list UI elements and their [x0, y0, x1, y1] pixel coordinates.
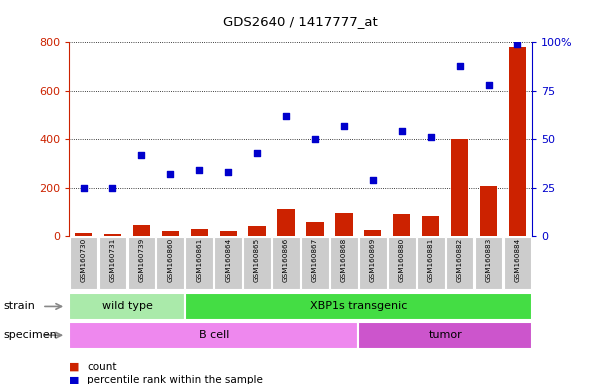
Point — [195, 167, 204, 173]
Text: GSM160860: GSM160860 — [167, 238, 173, 282]
Bar — [156, 237, 185, 290]
Bar — [475, 237, 502, 290]
Text: GSM160882: GSM160882 — [457, 238, 463, 282]
Text: GSM160867: GSM160867 — [312, 238, 318, 282]
Bar — [248, 227, 266, 236]
Bar — [127, 237, 155, 290]
Point — [484, 82, 493, 88]
Bar — [219, 231, 237, 236]
Bar — [99, 237, 126, 290]
Text: GSM160730: GSM160730 — [81, 238, 87, 282]
Text: GSM160861: GSM160861 — [197, 238, 203, 282]
Bar — [508, 47, 526, 236]
Point — [108, 185, 117, 191]
Bar — [358, 321, 532, 349]
Point — [79, 185, 88, 191]
Text: percentile rank within the sample: percentile rank within the sample — [87, 375, 263, 384]
Point — [310, 136, 320, 142]
Bar — [272, 237, 300, 290]
Bar — [104, 234, 121, 236]
Point — [455, 63, 465, 69]
Text: strain: strain — [3, 301, 35, 311]
Text: ■: ■ — [69, 362, 79, 372]
Point — [136, 152, 146, 158]
Text: B cell: B cell — [198, 330, 229, 340]
Text: GSM160865: GSM160865 — [254, 238, 260, 282]
Bar — [69, 293, 185, 320]
Text: GSM160881: GSM160881 — [428, 238, 434, 282]
Bar — [388, 237, 416, 290]
Text: GSM160739: GSM160739 — [138, 238, 144, 282]
Bar — [330, 237, 358, 290]
Bar — [301, 237, 329, 290]
Bar — [446, 237, 474, 290]
Point — [368, 177, 377, 183]
Text: GSM160884: GSM160884 — [514, 238, 520, 282]
Bar — [215, 237, 242, 290]
Text: XBP1s transgenic: XBP1s transgenic — [310, 301, 407, 311]
Bar — [393, 214, 410, 236]
Text: ■: ■ — [69, 375, 79, 384]
Text: GSM160868: GSM160868 — [341, 238, 347, 282]
Bar — [364, 230, 382, 236]
Point — [397, 128, 406, 134]
Text: GSM160883: GSM160883 — [486, 238, 492, 282]
Point — [224, 169, 233, 175]
Text: GSM160880: GSM160880 — [398, 238, 404, 282]
Text: GSM160869: GSM160869 — [370, 238, 376, 282]
Text: GSM160731: GSM160731 — [109, 238, 115, 282]
Text: count: count — [87, 362, 117, 372]
Text: GSM160864: GSM160864 — [225, 238, 231, 282]
Text: wild type: wild type — [102, 301, 153, 311]
Bar — [185, 293, 532, 320]
Point — [426, 134, 436, 140]
Point — [165, 171, 175, 177]
Bar — [307, 222, 324, 236]
Bar — [243, 237, 271, 290]
Point — [252, 150, 262, 156]
Bar — [185, 237, 213, 290]
Bar — [504, 237, 531, 290]
Bar — [480, 187, 497, 236]
Bar — [69, 321, 358, 349]
Bar — [422, 215, 439, 236]
Text: tumor: tumor — [429, 330, 462, 340]
Point — [281, 113, 291, 119]
Bar — [75, 233, 93, 236]
Bar — [416, 237, 445, 290]
Point — [339, 122, 349, 129]
Bar — [162, 231, 179, 236]
Bar — [133, 225, 150, 236]
Bar — [359, 237, 386, 290]
Point — [513, 41, 522, 47]
Text: specimen: specimen — [3, 330, 56, 340]
Bar — [277, 210, 294, 236]
Bar — [335, 213, 353, 236]
Bar — [451, 139, 468, 236]
Bar — [191, 229, 208, 236]
Bar — [70, 237, 97, 290]
Text: GDS2640 / 1417777_at: GDS2640 / 1417777_at — [223, 15, 378, 28]
Text: GSM160866: GSM160866 — [283, 238, 289, 282]
